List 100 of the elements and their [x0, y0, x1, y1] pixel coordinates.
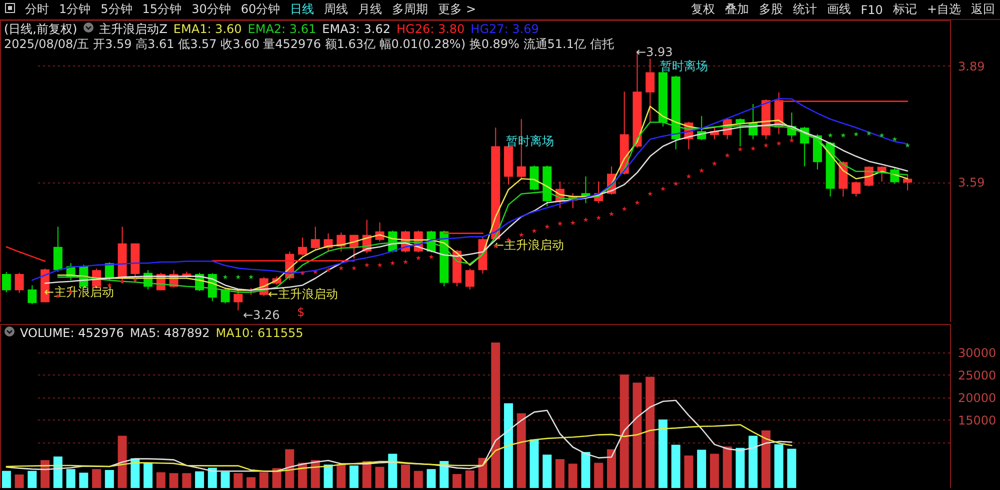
- bar: [388, 454, 398, 488]
- point: [532, 228, 537, 234]
- y-tick-label: 25000: [958, 368, 996, 382]
- bar: [646, 376, 655, 488]
- point: [377, 262, 382, 268]
- candlestick: [530, 165, 539, 191]
- candlestick: [852, 180, 861, 198]
- bar: [684, 456, 694, 488]
- text: 1分钟: [59, 1, 91, 18]
- bar: [581, 452, 590, 488]
- point: [428, 254, 434, 260]
- bar: [2, 470, 11, 488]
- candlestick: [53, 226, 62, 272]
- annotation: ←3.26: [243, 308, 280, 322]
- candlestick: [310, 226, 320, 250]
- candlestick: [736, 118, 745, 147]
- text: 画线: [826, 1, 851, 18]
- bar: [66, 469, 76, 488]
- text: 叠加: [724, 1, 749, 18]
- y-tick-label: 3.89: [958, 59, 985, 74]
- text: 更多 >: [438, 1, 476, 18]
- bar: [310, 460, 320, 488]
- text: +自选: [926, 1, 961, 18]
- line-series: [6, 424, 792, 472]
- bar: [697, 450, 706, 488]
- annotation: ←3.93: [636, 45, 673, 59]
- candlestick: [877, 166, 886, 182]
- text: EMA3: 3.62: [322, 22, 390, 36]
- point: [608, 211, 614, 216]
- bar: [14, 474, 24, 488]
- point: [866, 130, 872, 136]
- bar: [259, 472, 268, 488]
- bar: [79, 472, 88, 488]
- candlestick: [465, 268, 474, 290]
- point: [750, 146, 756, 151]
- bar: [620, 374, 629, 488]
- candlestick: [14, 272, 24, 294]
- candlestick: [220, 288, 230, 304]
- bar: [53, 456, 62, 488]
- bar: [350, 465, 359, 488]
- bar: [787, 448, 796, 488]
- candlestick: [298, 237, 308, 256]
- point: [222, 274, 228, 280]
- point: [776, 140, 782, 146]
- bar: [220, 472, 230, 488]
- bar: [555, 459, 564, 488]
- text: 标记: [892, 1, 917, 18]
- text: 30分钟: [192, 1, 231, 18]
- annotation: 暂时离场: [660, 59, 708, 73]
- line-series: [6, 400, 792, 472]
- text: HG26: 3.80: [396, 22, 465, 36]
- point: [518, 232, 524, 238]
- bar: [234, 473, 243, 488]
- text: 60分钟: [240, 1, 280, 18]
- text: 多周期: [392, 1, 428, 18]
- bar: [568, 464, 578, 488]
- point: [596, 215, 602, 220]
- bar: [710, 454, 719, 488]
- point: [557, 220, 563, 226]
- text: 分时: [25, 1, 49, 18]
- point: [660, 186, 666, 192]
- candlestick: [234, 290, 243, 311]
- point: [738, 146, 743, 152]
- bar: [156, 472, 166, 488]
- bar: [375, 466, 384, 488]
- chart-subtitle: 主升浪启动Z: [99, 22, 168, 36]
- bar: [272, 468, 282, 488]
- bar: [104, 470, 114, 488]
- bar: [195, 471, 204, 488]
- text: 返回: [971, 1, 995, 18]
- point: [673, 181, 678, 186]
- text: 5分钟: [100, 1, 132, 18]
- point: [879, 132, 884, 138]
- point: [853, 131, 859, 136]
- text: 周线: [324, 1, 348, 18]
- point: [364, 262, 370, 268]
- point: [351, 265, 357, 270]
- bar: [401, 464, 410, 488]
- bar: [246, 477, 256, 488]
- bar: [324, 464, 333, 488]
- bar: [658, 420, 668, 488]
- bar: [144, 463, 153, 488]
- point: [840, 132, 846, 138]
- point: [300, 270, 306, 276]
- candlestick: [646, 58, 655, 122]
- point: [789, 138, 794, 143]
- bar: [478, 458, 488, 488]
- bar: [118, 436, 127, 488]
- bar: [671, 444, 680, 488]
- bar: [336, 464, 346, 488]
- candlestick: [28, 284, 37, 305]
- bar: [736, 448, 745, 488]
- bar: [414, 470, 423, 488]
- point: [724, 152, 730, 158]
- point: [132, 277, 138, 282]
- text: EMA2: 3.61: [248, 22, 316, 36]
- bar: [748, 436, 758, 488]
- bar: [92, 469, 102, 488]
- bar: [440, 460, 449, 488]
- bar: [452, 474, 462, 488]
